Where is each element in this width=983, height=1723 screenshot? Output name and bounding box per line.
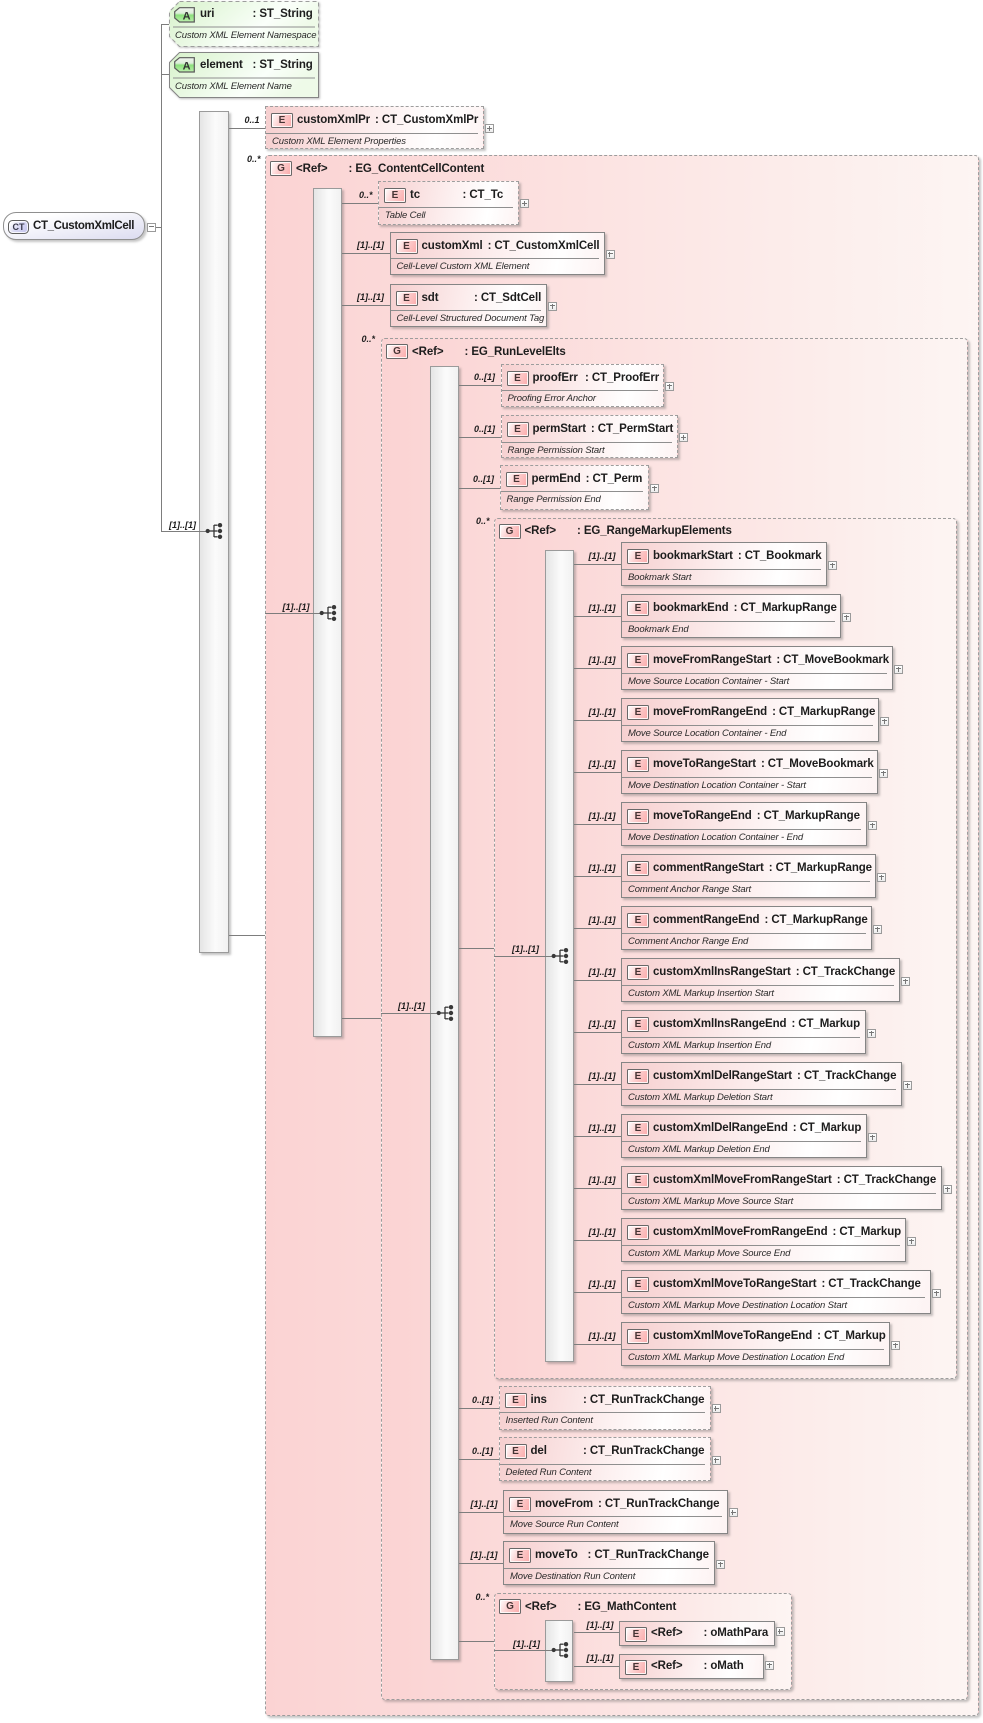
svg-text:A: A [183,10,191,22]
svg-text:A: A [183,60,191,72]
